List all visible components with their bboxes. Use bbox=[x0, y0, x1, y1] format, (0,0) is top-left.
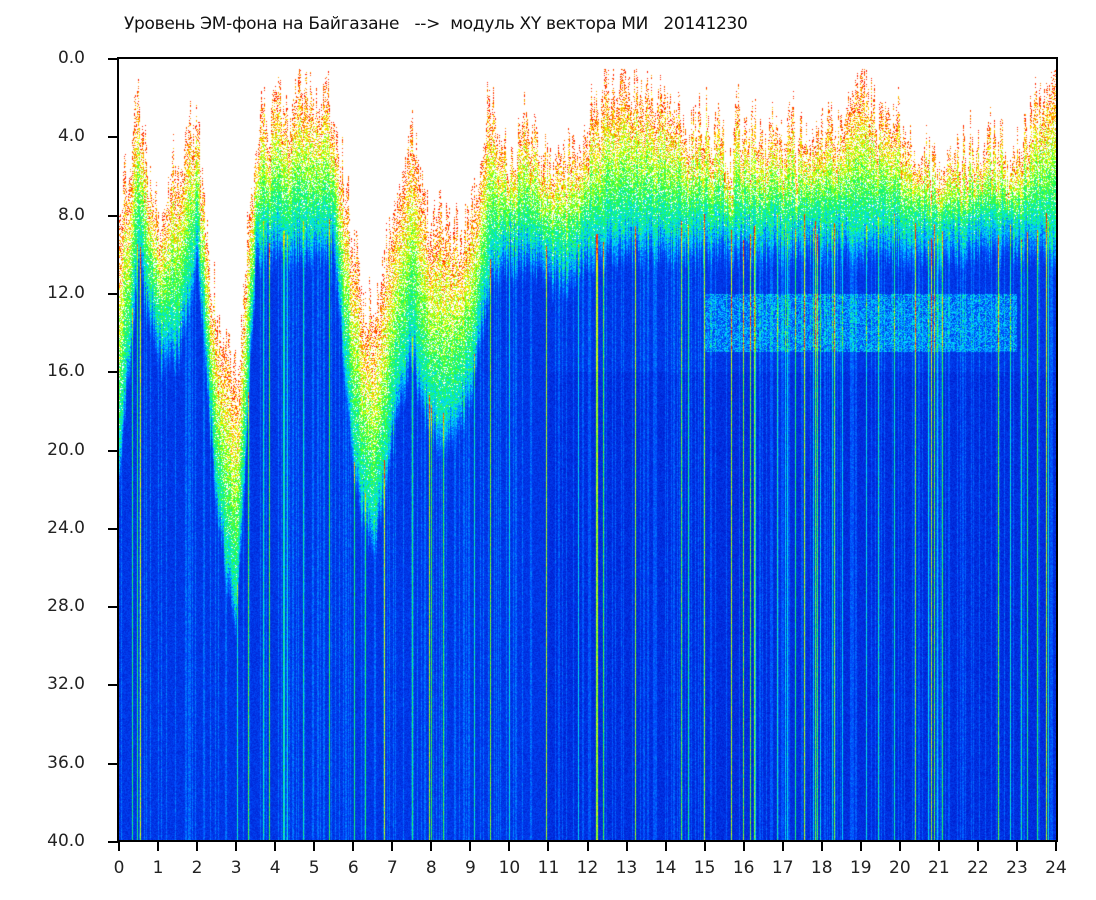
x-tick-label: 12 bbox=[576, 858, 599, 878]
x-tick-mark bbox=[586, 842, 589, 851]
x-tick-mark bbox=[547, 842, 550, 851]
x-tick-label: 17 bbox=[771, 858, 794, 878]
x-tick-label: 5 bbox=[308, 858, 320, 878]
x-tick-label: 22 bbox=[967, 858, 989, 878]
x-tick-mark bbox=[703, 842, 706, 851]
y-tick-label: 32.0 bbox=[47, 674, 85, 695]
x-tick-mark bbox=[274, 842, 277, 851]
x-tick-label: 3 bbox=[230, 858, 242, 878]
y-tick-mark bbox=[108, 214, 118, 217]
x-tick-label: 8 bbox=[425, 858, 437, 878]
y-tick-mark bbox=[108, 449, 118, 452]
y-tick-mark bbox=[108, 58, 118, 60]
x-tick-mark bbox=[235, 842, 238, 851]
y-tick-label: 20.0 bbox=[47, 439, 85, 460]
y-tick-label: 16.0 bbox=[47, 361, 85, 382]
x-tick-label: 9 bbox=[464, 858, 476, 878]
x-tick-mark bbox=[508, 842, 511, 851]
x-tick-mark bbox=[976, 842, 979, 851]
x-tick-label: 0 bbox=[113, 858, 125, 878]
y-tick-label: 36.0 bbox=[47, 752, 85, 773]
y-tick-mark bbox=[108, 606, 118, 609]
chart-title: Уровень ЭМ-фона на Байгазане --> модуль … bbox=[124, 14, 748, 34]
y-tick-label: 28.0 bbox=[47, 596, 85, 617]
y-tick-label: 0.0 bbox=[57, 48, 85, 68]
x-tick-mark bbox=[937, 842, 940, 851]
x-tick-label: 10 bbox=[498, 858, 521, 878]
x-tick-mark bbox=[1015, 842, 1018, 851]
x-tick-mark bbox=[313, 842, 316, 851]
x-tick-label: 24 bbox=[1045, 858, 1067, 878]
x-tick-mark bbox=[391, 842, 394, 851]
x-tick-mark bbox=[898, 842, 901, 851]
y-tick-label: 8.0 bbox=[57, 204, 85, 225]
x-tick-mark bbox=[196, 842, 199, 851]
x-tick-label: 6 bbox=[347, 858, 359, 878]
x-tick-mark bbox=[664, 842, 667, 851]
x-tick-label: 20 bbox=[889, 858, 911, 878]
y-tick-mark bbox=[108, 684, 118, 687]
y-tick-mark bbox=[108, 292, 118, 295]
x-tick-label: 4 bbox=[269, 858, 281, 878]
spectrogram-heatmap bbox=[119, 59, 1056, 840]
x-tick-label: 15 bbox=[693, 858, 716, 878]
x-tick-label: 13 bbox=[615, 858, 638, 878]
x-tick-mark bbox=[781, 842, 784, 851]
y-tick-label: 12.0 bbox=[47, 282, 85, 303]
x-tick-mark bbox=[469, 842, 472, 851]
x-tick-mark bbox=[157, 842, 160, 851]
y-tick-label: 24.0 bbox=[47, 517, 85, 538]
x-tick-mark bbox=[1055, 842, 1057, 851]
x-tick-label: 18 bbox=[810, 858, 833, 878]
x-tick-label: 23 bbox=[1006, 858, 1028, 878]
x-tick-label: 2 bbox=[191, 858, 203, 878]
x-tick-mark bbox=[859, 842, 862, 851]
x-tick-label: 19 bbox=[849, 858, 872, 878]
y-tick-mark bbox=[108, 527, 118, 530]
plot-area bbox=[117, 57, 1058, 842]
x-tick-label: 21 bbox=[928, 858, 950, 878]
x-tick-mark bbox=[118, 842, 120, 851]
x-tick-mark bbox=[820, 842, 823, 851]
x-tick-label: 14 bbox=[654, 858, 677, 878]
x-tick-mark bbox=[352, 842, 355, 851]
y-tick-mark bbox=[108, 136, 118, 139]
y-tick-mark bbox=[108, 371, 118, 374]
x-tick-label: 1 bbox=[152, 858, 164, 878]
x-tick-label: 16 bbox=[732, 858, 755, 878]
x-tick-label: 11 bbox=[537, 858, 560, 878]
x-tick-mark bbox=[742, 842, 745, 851]
y-tick-label: 40.0 bbox=[47, 831, 85, 851]
x-tick-label: 7 bbox=[386, 858, 398, 878]
x-tick-mark bbox=[625, 842, 628, 851]
x-tick-mark bbox=[430, 842, 433, 851]
y-tick-label: 4.0 bbox=[57, 126, 85, 147]
y-tick-mark bbox=[108, 762, 118, 765]
y-tick-mark bbox=[108, 841, 118, 843]
